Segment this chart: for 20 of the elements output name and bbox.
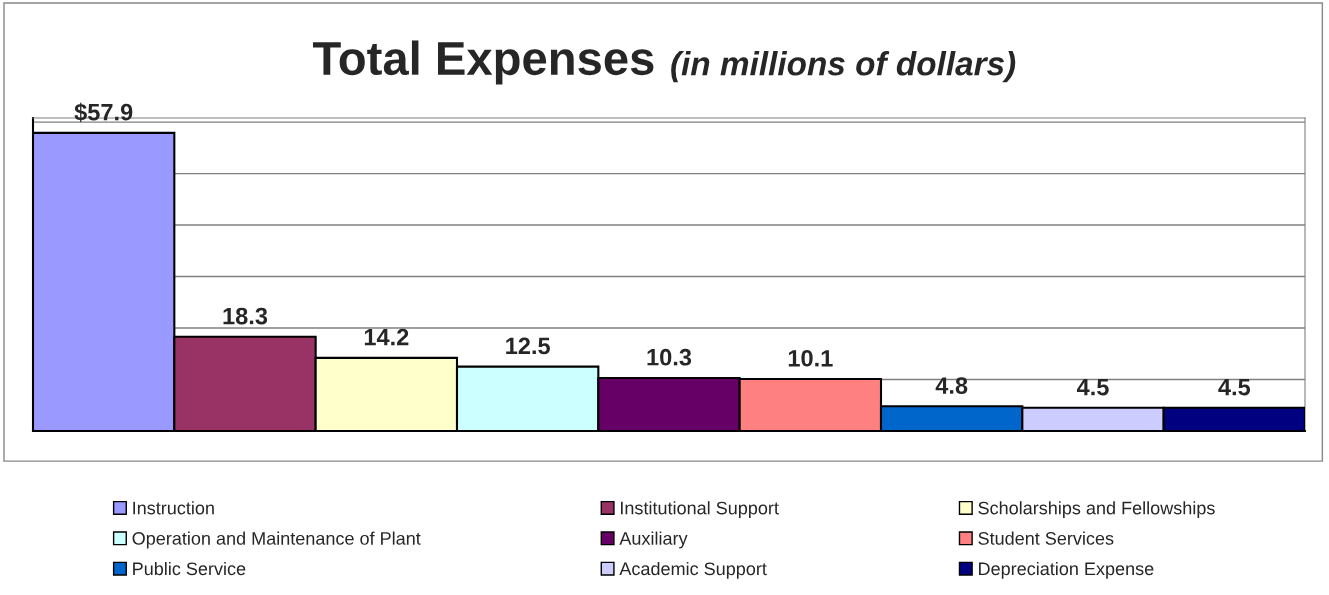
- legend-label: Depreciation Expense: [979, 561, 1154, 579]
- legend-label: Auxiliary: [619, 531, 688, 549]
- legend-label: Public Service: [133, 561, 246, 576]
- legend-label: Student Services: [978, 531, 1114, 545]
- legend-label: Operation and Maintenance of Plant: [132, 531, 421, 549]
- legend-label: Academic Support: [619, 561, 767, 579]
- data-label: 10.1: [788, 349, 833, 367]
- data-label: 10.3: [647, 348, 692, 366]
- chart-title: Total Expenses: [312, 40, 654, 85]
- data-label: 12.5: [506, 337, 550, 355]
- chart-subtitle: (in millions of dollars): [671, 51, 1016, 83]
- legend-label: Institutional Support: [621, 501, 779, 518]
- data-label: 18.3: [223, 307, 268, 325]
- data-label: 4.5: [1218, 378, 1251, 396]
- data-label: 4.8: [935, 377, 968, 394]
- data-label: 14.2: [364, 328, 409, 346]
- legend-label: Instruction: [133, 501, 214, 515]
- data-label: $57.9: [74, 102, 133, 123]
- legend-label: Scholarships and Fellowships: [978, 501, 1215, 518]
- data-label: 4.5: [1076, 378, 1109, 396]
